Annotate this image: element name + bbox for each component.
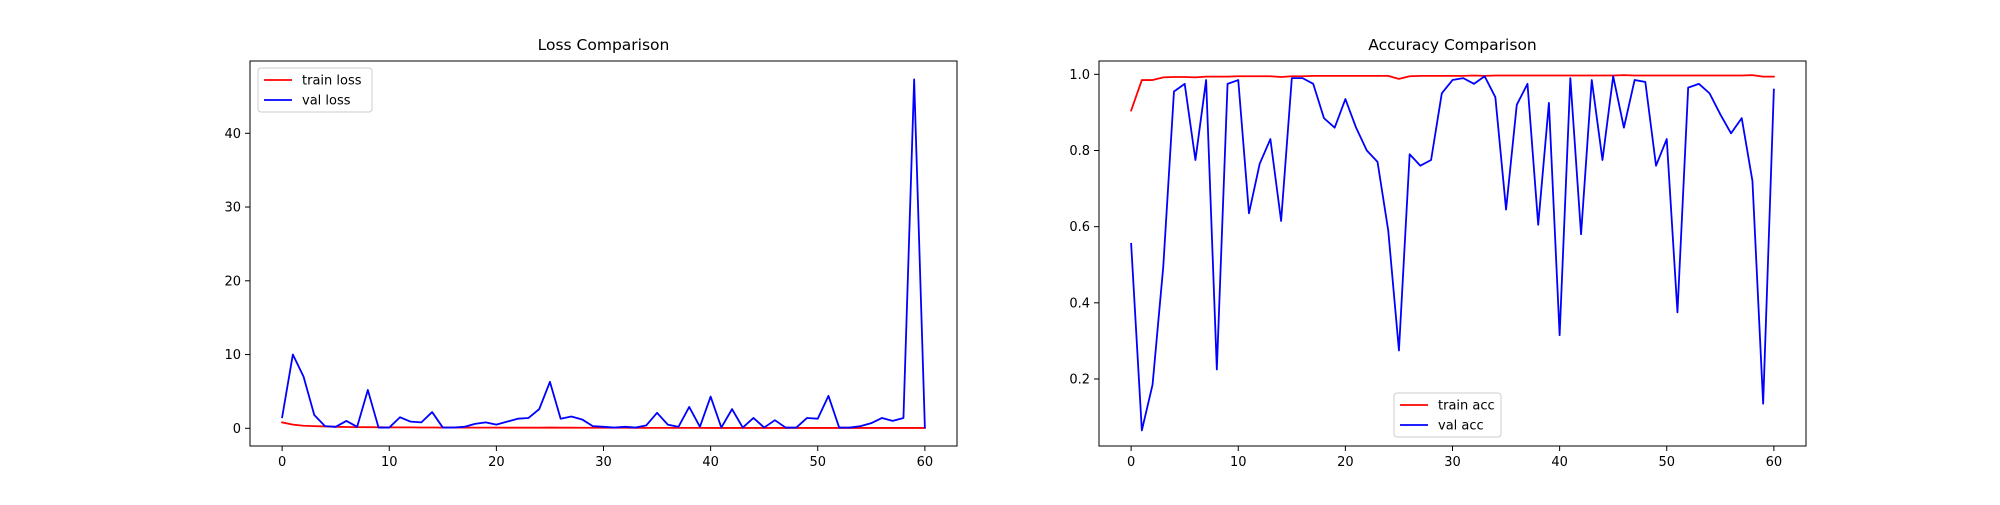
loss-chart-title: Loss Comparison xyxy=(538,36,670,54)
accuracy-x-tick-label: 50 xyxy=(1658,455,1675,470)
accuracy-series-line-val-acc xyxy=(1130,75,1775,432)
loss-legend-box xyxy=(257,67,373,113)
accuracy-legend-label-val-acc: val acc xyxy=(1438,419,1484,434)
accuracy-x-tick-label: 40 xyxy=(1551,455,1568,470)
loss-y-tick-label: 40 xyxy=(224,127,241,142)
accuracy-x-tick-label: 20 xyxy=(1337,455,1354,470)
loss-y-tick-label: 10 xyxy=(224,348,241,363)
loss-series-line-val-loss xyxy=(281,78,926,429)
accuracy-y-tick-label: 1.0 xyxy=(1069,68,1090,83)
accuracy-x-tick-label: 0 xyxy=(1127,455,1135,470)
accuracy-x-tick-label: 60 xyxy=(1766,455,1783,470)
accuracy-x-tick-label: 30 xyxy=(1444,455,1461,470)
accuracy-y-tick-label: 0.8 xyxy=(1069,144,1090,159)
loss-chart: Loss Comparison 0 10 20 30 40 50 60 0 10 20 30 40 tr… xyxy=(224,36,958,470)
accuracy-legend-box xyxy=(1393,392,1502,438)
accuracy-y-tick-label: 0.4 xyxy=(1069,296,1090,311)
loss-x-tick-label: 50 xyxy=(809,455,826,470)
loss-legend-label-val-loss: val loss xyxy=(302,94,351,109)
accuracy-legend: train acc val acc xyxy=(1393,392,1502,438)
loss-x-tick-label: 20 xyxy=(488,455,505,470)
loss-y-tick-label: 0 xyxy=(233,422,241,437)
accuracy-y-tick-label: 0.6 xyxy=(1069,220,1090,235)
loss-legend-label-train-loss: train loss xyxy=(302,74,362,89)
loss-y-tick-label: 20 xyxy=(224,274,241,289)
loss-x-tick-label: 60 xyxy=(917,455,934,470)
loss-y-tick-label: 30 xyxy=(224,201,241,216)
loss-x-tick-label: 10 xyxy=(381,455,398,470)
accuracy-plot-frame xyxy=(1098,60,1807,447)
loss-x-tick-label: 30 xyxy=(595,455,612,470)
loss-plot-frame xyxy=(249,60,958,447)
accuracy-legend-label-train-acc: train acc xyxy=(1438,399,1495,414)
loss-legend: train loss val loss xyxy=(257,67,373,113)
accuracy-y-tick-label: 0.2 xyxy=(1069,372,1090,387)
loss-x-tick-label: 0 xyxy=(278,455,286,470)
accuracy-series-line-train-acc xyxy=(1129,74,1775,112)
loss-x-tick-label: 40 xyxy=(702,455,719,470)
accuracy-x-tick-label: 10 xyxy=(1230,455,1247,470)
accuracy-chart-title: Accuracy Comparison xyxy=(1368,36,1537,54)
accuracy-chart: Accuracy Comparison 0 10 20 30 40 50 60 0.2 0.4 0… xyxy=(1069,36,1807,470)
